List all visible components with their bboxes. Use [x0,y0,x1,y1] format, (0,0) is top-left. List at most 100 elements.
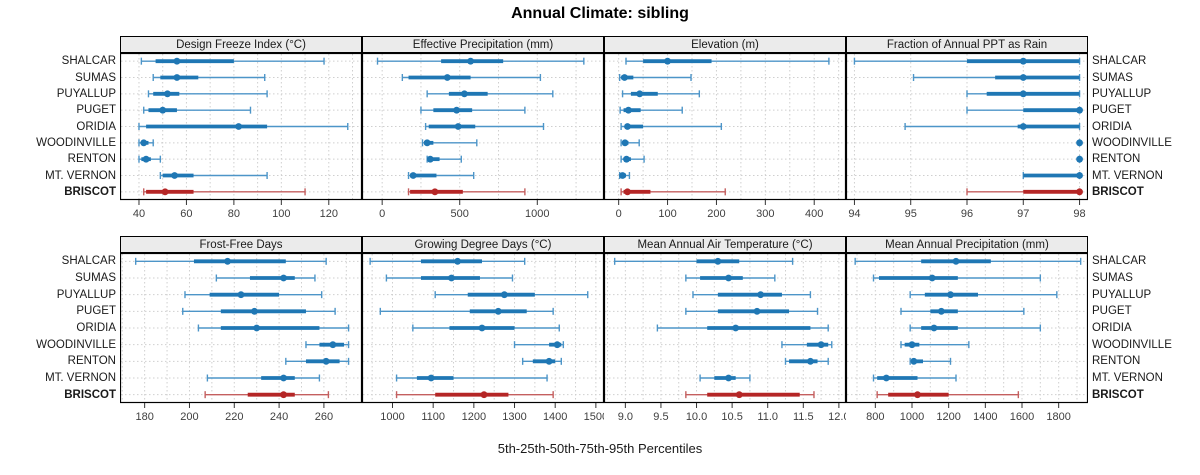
median-dot [173,57,181,65]
category-label-right-puyallup: PUYALLUP [1092,288,1152,301]
panel-mean-annual-air-temperature-c: Mean Annual Air Temperature (°C) 9.0 9.5 10… [604,236,846,429]
series-woodinville [781,341,833,349]
median-dot [235,123,243,130]
series-woodinville [138,139,154,147]
median-dot [329,341,337,349]
category-label-left-puyallup: PUYALLUP [56,288,116,301]
category-label-left-briscot: BRISCOT [64,388,116,401]
median-dot [621,74,628,81]
category-label-right-briscot: BRISCOT [1092,388,1144,401]
panel-effective-precipitation-mm: Effective Precipitation (mm) 0 500 1000 [362,36,604,226]
x-tick-label: 1800 [1046,411,1070,423]
plot-border [604,53,846,201]
median-dot [454,257,461,265]
category-label-right-puget: PUGET [1092,104,1132,117]
x-tick-label: 94 [848,208,860,220]
x-tick-label: 0 [379,208,385,220]
median-dot [624,188,631,196]
series-briscot [204,391,330,399]
series-renton [138,155,162,163]
x-tick-label: 10.5 [721,411,742,423]
median-dot [1019,57,1027,65]
median-dot [910,357,918,365]
median-dot [173,74,181,81]
series-mt-vernon [206,374,321,382]
series-woodinville [513,341,565,349]
median-dot [1019,90,1027,98]
median-dot [478,324,486,332]
median-dot [164,90,171,98]
series-oridia [424,123,545,130]
panel-plot: 94 95 96 97 98 [846,53,1088,220]
median-dot [1076,188,1083,196]
panel-plot: 1000 1100 1200 1300 1400 1500 [362,253,604,423]
median-dot [757,291,764,299]
series-woodinville [900,341,970,349]
x-tick-label: 1600 [1010,411,1034,423]
series-woodinville [620,139,640,147]
series-shalcar [134,257,327,265]
category-label-right-woodinville: WOODINVILLE [1092,338,1172,351]
series-puyallup [692,291,812,299]
median-dot [280,374,287,382]
series-puyallup [426,90,554,98]
series-puget [182,307,336,315]
median-dot [636,90,644,98]
median-dot [753,307,761,315]
category-label-left-puget: PUGET [76,104,116,117]
series-shalcar [853,57,1081,65]
median-dot [427,374,435,382]
series-oridia [620,123,723,130]
x-tick-label: 500 [451,208,469,220]
x-tick-label: 98 [1073,208,1085,220]
median-dot [453,106,461,114]
x-tick-label: 1500 [584,411,604,423]
series-puyallup [147,90,268,98]
x-tick-label: 120 [320,208,338,220]
series-shalcar [376,57,585,65]
series-briscot [685,391,815,399]
median-dot [409,172,417,179]
median-dot [1076,106,1083,114]
x-tick-label: 100 [272,208,290,220]
x-tick-label: 100 [658,208,676,220]
median-dot [140,139,148,147]
x-tick-label: 220 [225,411,243,423]
median-dot [171,172,178,179]
plot-border [362,253,604,404]
x-tick-label: 11.5 [793,411,814,423]
series-woodinville [421,139,478,147]
series-renton [784,357,829,365]
x-tick-label: 60 [180,208,192,220]
series-mt-vernon [1022,172,1083,179]
panel-header: Frost-Free Days [120,236,362,253]
series-briscot [143,188,306,196]
panel-plot: 180 200 220 240 260 [120,253,362,423]
x-tick-label: 80 [228,208,240,220]
x-tick-label: 10.0 [686,411,707,423]
median-dot [142,155,150,163]
series-sumas [872,274,1042,282]
panel-plot: 40 60 80 100 120 [120,53,362,220]
category-label-right-woodinville: WOODINVILLE [1092,136,1172,149]
series-renton [909,357,952,365]
category-label-right-briscot: BRISCOT [1092,185,1144,198]
plot-border [120,53,362,201]
x-tick-label: 200 [707,208,725,220]
median-dot [807,357,814,365]
plot-border [604,253,846,404]
series-puget [379,307,554,315]
category-label-left-renton: RENTON [67,153,116,166]
series-woodinville [1076,139,1083,147]
median-dot [322,357,330,365]
category-label-left-woodinville: WOODINVILLE [36,136,116,149]
median-dot [621,139,629,147]
median-dot [500,291,508,299]
panel-growing-degree-days-c: Growing Degree Days (°C) 1000 1100 1200 1300… [362,236,604,429]
panel-header: Elevation (m) [604,36,846,53]
panel-plot: 0 500 1000 [362,53,604,220]
median-dot [732,324,740,332]
series-puyallup [909,291,1058,299]
x-tick-label: 12.0 [828,411,846,423]
